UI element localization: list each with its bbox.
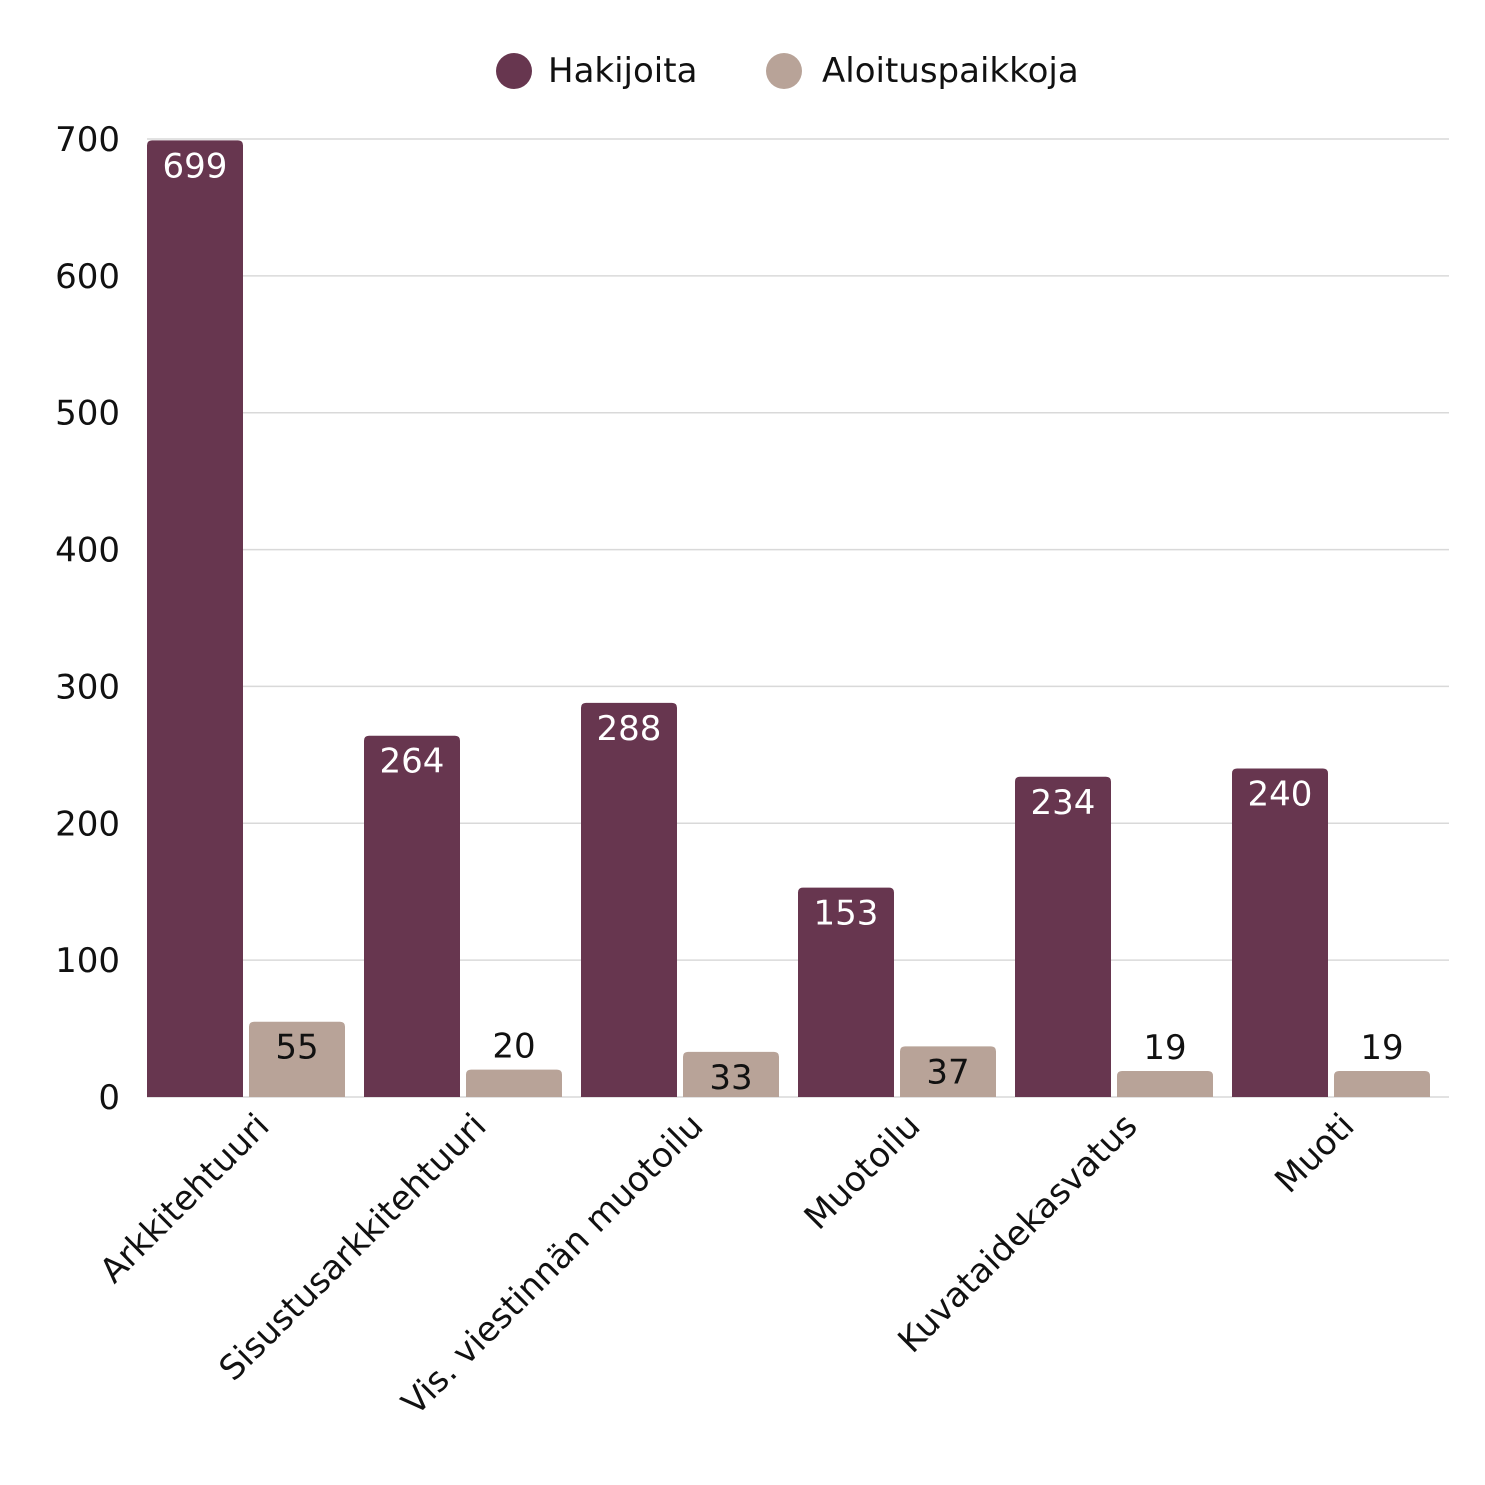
data-label: 153	[814, 894, 879, 934]
bar-hakijoita	[1232, 768, 1328, 1097]
y-tick-label: 500	[55, 394, 120, 434]
bar-aloituspaikkoja	[683, 1051, 779, 1097]
data-label: 288	[597, 709, 662, 749]
y-tick-label: 600	[55, 257, 120, 297]
bars	[147, 140, 1430, 1097]
x-category-label: Muoti	[1267, 1106, 1362, 1201]
data-label: 264	[380, 742, 445, 782]
data-label: 55	[275, 1028, 318, 1068]
x-category-label: Muotoilu	[797, 1106, 929, 1238]
data-label: 234	[1031, 783, 1096, 823]
legend-swatch	[766, 53, 802, 89]
x-category-label: Kuvataidekasvatus	[891, 1106, 1146, 1361]
y-tick-label: 700	[55, 120, 120, 160]
legend-swatch	[496, 53, 532, 89]
data-label: 19	[1360, 1028, 1403, 1068]
data-label: 19	[1143, 1028, 1186, 1068]
y-tick-label: 300	[55, 667, 120, 707]
data-label: 240	[1248, 775, 1313, 815]
bar-aloituspaikkoja	[1334, 1070, 1430, 1097]
y-tick-label: 200	[55, 804, 120, 844]
bar-aloituspaikkoja	[466, 1069, 562, 1097]
bar-hakijoita	[147, 140, 243, 1097]
x-category-label: Arkkitehtuuri	[92, 1106, 277, 1291]
bar-hakijoita	[1015, 776, 1111, 1097]
data-labels: 699 55 264 20 288 33 153 37 234 19 240 19	[163, 146, 1404, 1097]
y-tick-label: 0	[98, 1078, 120, 1118]
bar-aloituspaikkoja	[249, 1021, 345, 1097]
legend-label: Hakijoita	[548, 51, 697, 91]
y-tick-label: 100	[55, 941, 120, 981]
bar-hakijoita	[364, 735, 460, 1097]
data-label: 699	[163, 146, 228, 186]
bar-hakijoita	[581, 702, 677, 1097]
bar-aloituspaikkoja	[900, 1046, 996, 1097]
y-tick-label: 400	[55, 531, 120, 571]
bar-aloituspaikkoja	[1117, 1070, 1213, 1097]
legend-label: Aloituspaikkoja	[822, 51, 1079, 91]
chart-legend: Hakijoita Aloituspaikkoja	[496, 51, 1079, 91]
data-label: 33	[709, 1058, 752, 1098]
y-axis-ticks: 0 100 200 300 400 500 600 700	[55, 120, 120, 1118]
data-label: 20	[492, 1027, 535, 1067]
bar-hakijoita	[798, 887, 894, 1097]
data-label: 37	[926, 1052, 969, 1092]
